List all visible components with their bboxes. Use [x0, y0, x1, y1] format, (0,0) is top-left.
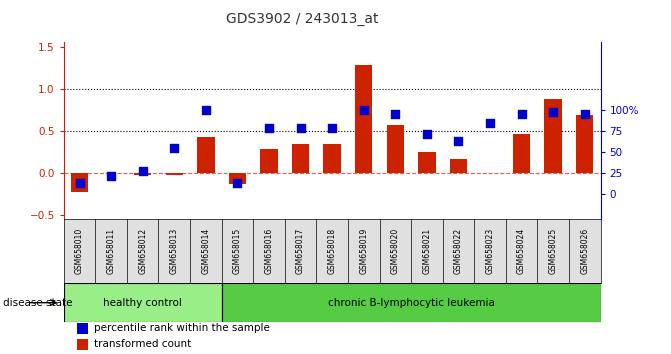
Text: transformed count: transformed count	[94, 339, 191, 349]
Bar	[64, 283, 221, 322]
Point	[358, 107, 369, 113]
Bar	[386, 125, 404, 173]
Text: GSM658020: GSM658020	[391, 228, 400, 274]
Point	[201, 107, 211, 113]
Point	[453, 138, 464, 144]
Text: healthy control: healthy control	[103, 298, 182, 308]
Point	[390, 111, 401, 117]
Point	[579, 111, 590, 117]
Text: GSM658024: GSM658024	[517, 228, 526, 274]
Text: GSM658015: GSM658015	[233, 228, 242, 274]
Bar	[71, 173, 88, 192]
Text: GSM658025: GSM658025	[549, 228, 558, 274]
Bar	[544, 99, 562, 173]
Text: GSM658019: GSM658019	[359, 228, 368, 274]
Text: GSM658017: GSM658017	[296, 228, 305, 274]
Point	[106, 173, 117, 178]
Point	[264, 126, 274, 131]
Text: GSM658010: GSM658010	[75, 228, 84, 274]
Bar	[292, 144, 309, 173]
Text: GDS3902 / 243013_at: GDS3902 / 243013_at	[225, 12, 378, 27]
Text: percentile rank within the sample: percentile rank within the sample	[94, 323, 270, 333]
Text: GSM658013: GSM658013	[170, 228, 178, 274]
Text: GSM658011: GSM658011	[107, 228, 115, 274]
Bar	[229, 173, 246, 184]
Bar	[134, 173, 152, 175]
Text: GSM658026: GSM658026	[580, 228, 589, 274]
Bar	[221, 283, 601, 322]
Bar	[197, 137, 215, 173]
Point	[484, 120, 495, 125]
Point	[169, 145, 180, 151]
Bar	[323, 144, 341, 173]
Bar	[576, 115, 593, 173]
Text: GSM658018: GSM658018	[327, 228, 337, 274]
Point	[232, 181, 243, 186]
Bar	[418, 152, 435, 173]
Text: GSM658012: GSM658012	[138, 228, 147, 274]
Point	[295, 126, 306, 131]
Text: GSM658022: GSM658022	[454, 228, 463, 274]
Point	[516, 111, 527, 117]
Bar	[513, 135, 530, 173]
Text: disease state: disease state	[3, 298, 73, 308]
Bar	[166, 173, 183, 175]
Point	[74, 181, 85, 186]
Bar	[450, 159, 467, 173]
Point	[421, 131, 432, 136]
Bar	[355, 65, 372, 173]
Point	[327, 126, 338, 131]
Text: chronic B-lymphocytic leukemia: chronic B-lymphocytic leukemia	[327, 298, 495, 308]
Text: GSM658014: GSM658014	[201, 228, 210, 274]
Point	[548, 109, 558, 114]
Bar	[260, 149, 278, 173]
Text: GSM658016: GSM658016	[264, 228, 274, 274]
Point	[138, 169, 148, 174]
Text: GSM658023: GSM658023	[486, 228, 495, 274]
Text: GSM658021: GSM658021	[422, 228, 431, 274]
